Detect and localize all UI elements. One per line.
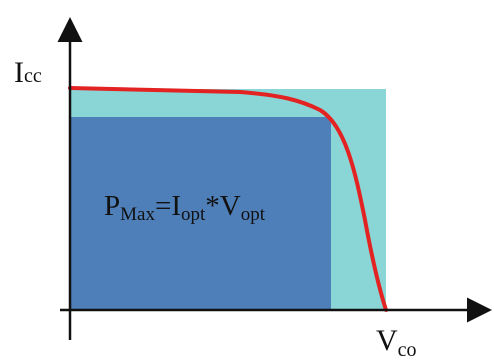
formula-p: P — [104, 190, 120, 222]
formula-mul-v: *V — [205, 190, 241, 222]
formula-eq-i: =I — [155, 190, 181, 222]
formula-i-sub: opt — [181, 204, 206, 225]
formula-p-sub: Max — [120, 204, 155, 225]
max-power-rectangle — [70, 117, 331, 310]
x-axis-label-main: V — [376, 324, 398, 357]
x-axis-label: Vco — [376, 324, 417, 361]
y-axis-label: Icc — [14, 56, 42, 89]
x-axis-label-sub: co — [398, 339, 417, 361]
y-axis-label-sub: cc — [24, 65, 42, 87]
formula-v-sub: opt — [241, 204, 266, 225]
max-power-formula: PMax=Iopt*Vopt — [104, 190, 266, 225]
iv-curve — [68, 86, 388, 312]
y-axis-label-main: I — [14, 56, 24, 89]
